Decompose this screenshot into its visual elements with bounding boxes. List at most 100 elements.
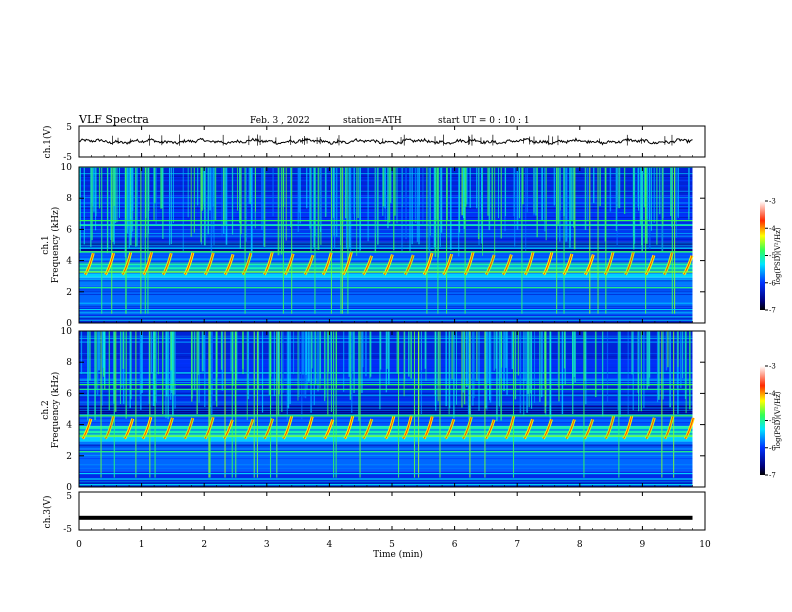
spectrogram-chorus-core <box>683 255 693 275</box>
spectrogram-striation <box>79 235 693 237</box>
spectrogram-sferic-strong <box>314 167 316 314</box>
spectrogram-sferic <box>359 167 361 252</box>
spectrogram-sferic <box>521 167 524 205</box>
spectrogram-sferic <box>87 331 89 421</box>
spectrogram-sferic <box>157 331 159 375</box>
spectrogram-sferic <box>106 167 109 254</box>
spectrogram-striation <box>79 479 693 481</box>
spectrogram-striation <box>79 316 693 317</box>
spectrogram-sferic <box>671 167 673 227</box>
spectrogram-sferic <box>496 331 498 422</box>
spectrogram-line <box>79 287 693 289</box>
spectrogram-striation <box>79 276 693 278</box>
spectrogram-striation <box>79 261 693 263</box>
spectrogram-striation <box>79 441 693 443</box>
spectrogram-sferic <box>688 167 690 212</box>
spectrogram-sferic <box>94 331 96 421</box>
spectrogram-sferic <box>685 331 687 414</box>
spectrogram-sferic <box>561 331 564 415</box>
spectrogram-sferic <box>80 331 83 375</box>
spectrogram-sferic <box>240 167 242 235</box>
spectrogram-sferic <box>261 167 263 231</box>
spectrogram-sferic-strong <box>605 167 607 314</box>
spectrogram-chorus-core <box>263 418 274 439</box>
spectrogram-striation <box>79 452 693 454</box>
spectrogram-sferic <box>434 167 436 248</box>
station-label: station=ATH <box>343 116 402 126</box>
spectrogram-sferic <box>422 167 424 225</box>
spectrogram-sferic <box>349 167 351 248</box>
spectrogram-sferic <box>261 331 264 413</box>
ch2-colorbar-ticks: -3 -4 -5 -6 -7 <box>765 363 776 480</box>
spectrogram-sferic <box>566 167 568 242</box>
spectrogram-sferic <box>263 167 265 247</box>
spectrogram-sferic <box>569 167 571 241</box>
spectrogram-striation <box>79 401 693 403</box>
freq-tick-label: 8 <box>66 194 72 204</box>
freq-tick-label: 6 <box>66 389 72 399</box>
spectrogram-sferic-strong <box>154 331 156 478</box>
spectrogram-sferic <box>167 331 169 392</box>
spectrogram-sferic <box>353 167 355 215</box>
spectrogram-sferic <box>313 167 315 248</box>
spectrogram-sferic <box>473 331 475 399</box>
time-tick-label: 9 <box>640 540 646 550</box>
spectrogram-chorus-core <box>263 251 273 275</box>
spectrogram-sferic <box>160 167 162 209</box>
spectrogram-sferic <box>345 167 347 219</box>
spectrogram-sferic <box>239 167 241 223</box>
ch1-spec-channel-label: ch.1 <box>41 235 51 254</box>
spectrogram-sferic <box>500 331 502 379</box>
spectrogram-sferic <box>640 331 643 412</box>
spectrogram-striation <box>79 395 693 397</box>
spectrogram-sferic-strong <box>269 331 272 478</box>
spectrogram-chorus-core <box>204 252 214 275</box>
spectrogram-chorus-core <box>423 252 433 275</box>
spectrogram-sferic <box>128 167 130 249</box>
spectrogram-striation <box>79 265 693 266</box>
spectrogram-sferic <box>675 167 677 238</box>
spectrogram-chorus-core <box>344 415 354 439</box>
spectrogram-sferic-strong <box>413 331 416 478</box>
spectrogram-sferic <box>435 331 437 411</box>
spectrogram-sferic <box>247 331 250 400</box>
spectrogram-sferic <box>495 331 497 369</box>
spectrogram-sferic <box>299 167 301 224</box>
spectrogram-sferic <box>617 167 619 209</box>
spectrogram-striation <box>79 256 693 258</box>
spectrogram-sferic <box>643 167 646 208</box>
spectrogram-sferic <box>466 331 468 388</box>
spectrogram-sferic <box>411 167 413 245</box>
spectrogram-line <box>79 415 693 417</box>
spectrogram-line <box>79 472 693 475</box>
spectrogram-sferic <box>641 167 643 220</box>
spectrogram-sferic-strong <box>149 331 151 478</box>
spectrogram-sferic <box>396 331 398 374</box>
spectrogram-chorus-core <box>84 253 94 275</box>
spectrogram-sferic <box>91 167 93 241</box>
spectrogram-sferic <box>102 331 105 368</box>
spectrogram-sferic <box>343 331 345 392</box>
spectrogram-striation <box>79 453 693 455</box>
spectrogram-sferic <box>148 331 150 404</box>
spectrogram-sferic <box>273 331 275 397</box>
ch1-spec-ylabel: Frequency (kHz) <box>50 207 61 284</box>
time-tick-label: 1 <box>139 540 145 550</box>
spectrogram-sferic-strong <box>673 331 675 478</box>
spectrogram-sferic <box>215 331 218 407</box>
spectrogram-sferic <box>636 167 639 208</box>
spectrogram-chorus-core <box>322 252 332 275</box>
spectrogram-sferic <box>527 331 529 394</box>
spectrogram-sferic <box>237 167 239 211</box>
spectrogram-sferic <box>103 331 106 385</box>
spectrogram-striation <box>79 303 693 305</box>
spectrogram-sferic <box>254 167 256 212</box>
time-tick-label: 3 <box>264 540 270 550</box>
spectrogram-sferic <box>379 331 381 410</box>
spectrogram-chorus-core <box>162 252 172 275</box>
spectrogram-sferic <box>623 167 626 214</box>
spectrogram-sferic <box>462 167 465 219</box>
spectrogram-chorus-core <box>284 253 294 275</box>
ch1-waveform-line <box>78 137 693 146</box>
spectrogram-sferic <box>357 167 359 219</box>
